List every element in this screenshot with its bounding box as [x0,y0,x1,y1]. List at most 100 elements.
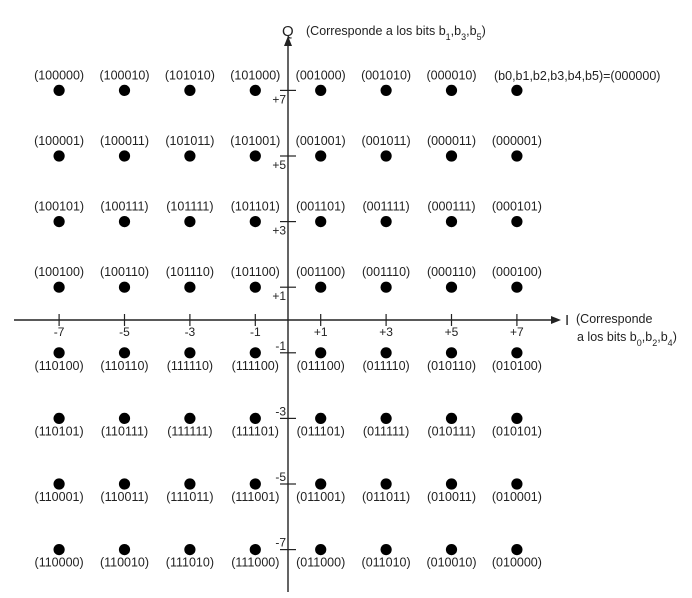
bit-code-label: (011100) [297,359,345,373]
constellation-point [315,544,327,556]
constellation-point [511,281,523,293]
q-axis-arrow [284,36,292,46]
i-axis-note-line1: (Corresponde [576,312,652,326]
bit-code-label: (100111) [100,200,148,214]
i-axis-label: I [565,312,569,329]
constellation-point [511,478,523,490]
bit-code-label: (001100) [296,265,345,279]
constellation-point [315,347,327,359]
constellation-point [249,150,261,162]
constellation-point [511,347,523,359]
constellation-point [511,216,523,228]
bit-code-label: (111000) [231,556,279,570]
constellation-point [53,544,65,556]
bit-code-label: (111001) [231,490,279,504]
constellation-point [184,150,196,162]
bit-code-label: (100000) [34,68,84,82]
constellation-point [249,84,261,96]
y-tick-label: +3 [272,224,286,238]
constellation-point [53,412,65,424]
bit-code-label: (000001) [492,134,542,148]
bit-code-label: (001111) [362,200,409,214]
bit-code-label: (001110) [362,265,410,279]
bit-code-label: (010000) [492,556,542,570]
constellation-point [445,544,458,556]
bit-code-label: (011101) [297,424,345,438]
constellation-point [184,544,196,556]
bit-code-label: (011001) [296,490,345,504]
i-axis-arrow [551,316,561,324]
y-tick-label: -5 [275,470,286,484]
bit-code-label: (011011) [362,490,410,504]
y-tick-label: -1 [275,339,286,353]
constellation-point [184,84,196,96]
constellation-point [315,216,327,228]
constellation-point [118,84,131,96]
x-tick-label: +1 [314,325,328,339]
constellation-point [118,281,131,293]
bit-code-label: (110110) [100,359,148,373]
constellation-point [511,84,523,96]
bit-code-label: (010011) [427,490,476,504]
constellation-point [184,412,196,424]
constellation-point [184,281,196,293]
x-tick-label: +7 [510,325,524,339]
bit-code-label: (011110) [362,359,409,373]
q-axis-label: Q [282,23,294,40]
bit-code-label: (110000) [35,556,84,570]
constellation-point [53,281,65,293]
constellation-point [445,84,458,96]
y-tick-label: -7 [275,536,286,550]
bit-code-label: (100110) [100,265,149,279]
bit-code-label: (000101) [492,200,542,214]
constellation-point [511,544,523,556]
bit-code-label: (110101) [35,424,84,438]
x-tick-label: -7 [54,325,65,339]
y-tick-label: -3 [275,404,286,418]
constellation-point [53,478,65,490]
y-tick-label: +1 [272,289,286,303]
x-tick-label: -5 [119,325,130,339]
constellation-point [445,281,458,293]
constellation-point [118,412,131,424]
bit-code-label: (000110) [427,265,476,279]
bit-code-label: (100001) [34,134,84,148]
constellation-point [53,150,65,162]
bit-code-label: (001001) [296,134,346,148]
bit-code-label: (010001) [492,490,542,504]
constellation-point [380,281,392,293]
bit-code-label: (101111) [166,200,213,214]
constellation-point [445,150,458,162]
constellation-point [511,150,523,162]
constellation-point [445,412,458,424]
bit-code-label: (111010) [166,556,214,570]
bit-code-label: (111101) [232,424,279,438]
constellation-point [380,347,392,359]
bit-code-label: (110111) [101,424,148,438]
constellation-point [184,347,196,359]
constellation-point [315,412,327,424]
x-tick-label: +3 [379,325,393,339]
bit-code-label: (111100) [232,359,279,373]
bit-code-label: (010010) [426,556,476,570]
constellation-point [249,216,261,228]
constellation-point [184,478,196,490]
constellation-point [445,216,458,228]
bit-code-label: (001011) [362,134,411,148]
bit-code-label: (110011) [100,490,148,504]
constellation-point [511,412,523,424]
bit-code-label: (011010) [362,556,411,570]
x-tick-label: -1 [250,325,261,339]
i-axis-note-line2: a los bits b0,b2,b4) [577,330,677,348]
bit-code-label: (000010) [426,68,476,82]
x-tick-label: +5 [445,325,459,339]
bit-code-label: (010101) [492,424,542,438]
constellation-point [315,281,327,293]
bit-code-label: (101110) [166,265,214,279]
constellation-point [380,412,392,424]
constellation-point [380,544,392,556]
constellation-point [53,216,65,228]
x-tick-label: -3 [185,325,196,339]
constellation-point [118,478,131,490]
